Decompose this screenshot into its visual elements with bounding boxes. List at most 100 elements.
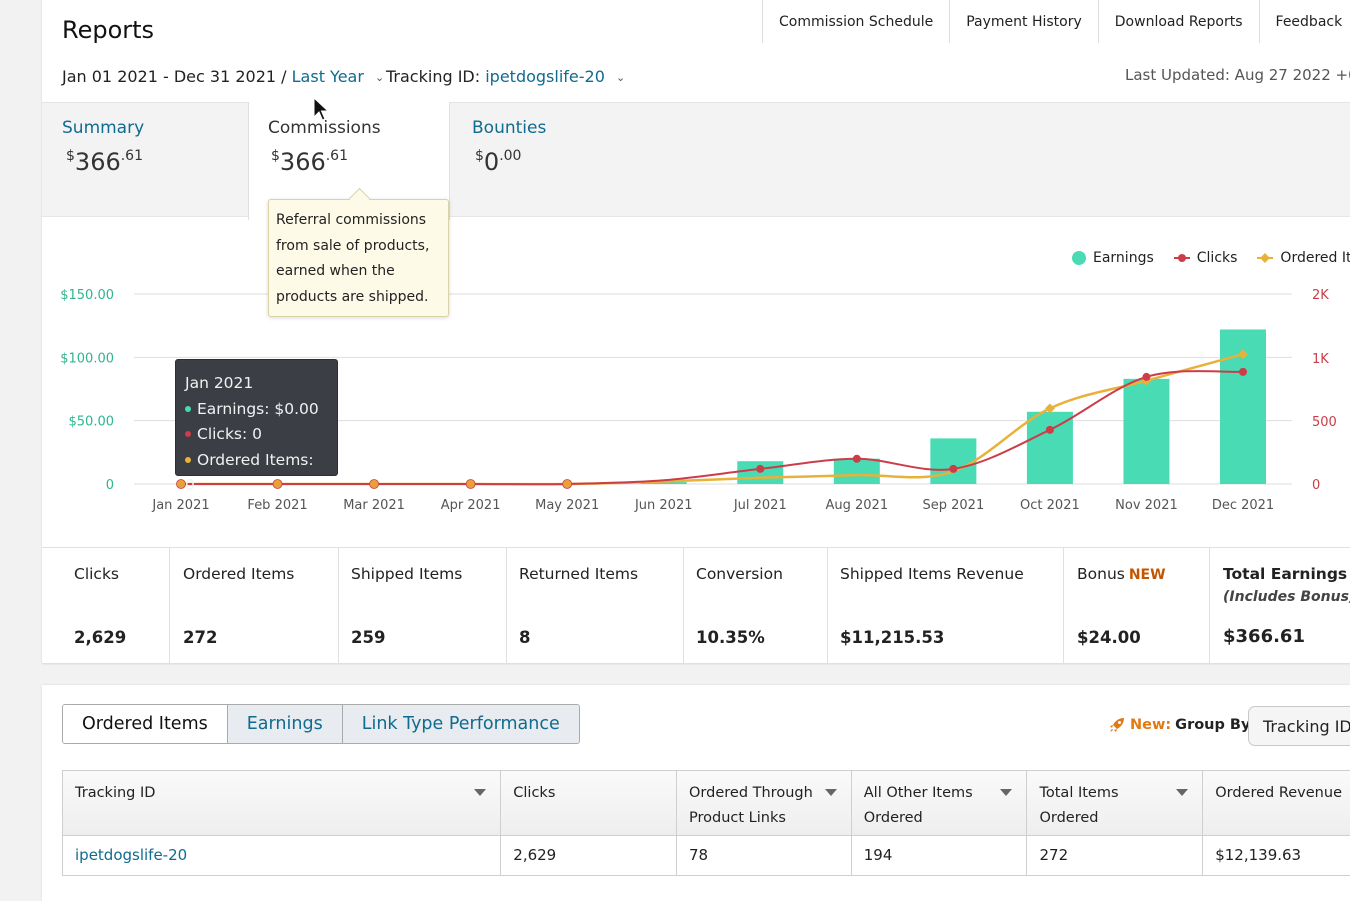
ordered-marker-icon <box>1257 253 1274 263</box>
zero-point <box>465 479 476 489</box>
metrics-row: Clicks 2,629 Ordered Items 272 Shipped I… <box>42 547 1350 664</box>
zero-point <box>562 479 573 489</box>
chart-tooltip-ordered: Ordered Items: 0 <box>185 450 314 494</box>
metric-value: 10.35% <box>696 628 765 647</box>
sort-dropdown-icon[interactable] <box>474 789 487 796</box>
mouse-cursor-icon <box>313 97 330 121</box>
zero-point <box>272 479 283 489</box>
tab-link-type-performance[interactable]: Link Type Performance <box>341 705 579 743</box>
metric-value: $366.61 <box>1223 626 1305 647</box>
sort-dropdown-icon[interactable] <box>1000 789 1013 796</box>
x-tick-label: Oct 2021 <box>1020 498 1080 513</box>
metric-bonus: Bonus NEW $24.00 <box>1064 548 1210 663</box>
commissions-info-tooltip: Referral commissions from sale of produc… <box>268 199 449 317</box>
cell-total-items: 272 <box>1027 836 1204 875</box>
x-tick-label: Apr 2021 <box>441 498 501 513</box>
cell-ordered-through-links: 78 <box>677 836 852 875</box>
sort-dropdown-icon[interactable] <box>1176 789 1189 796</box>
cell-ordered-revenue: $12,139.63 <box>1215 846 1302 864</box>
report-type-tabs: Ordered Items Earnings Link Type Perform… <box>62 704 580 744</box>
feedback-tab[interactable]: Feedback <box>1259 0 1350 43</box>
metric-value: 272 <box>183 628 218 647</box>
x-tick-label: Dec 2021 <box>1212 498 1274 513</box>
y-left-tick-label: $50.00 <box>69 415 115 430</box>
column-header-tracking-id[interactable]: Tracking ID <box>63 771 502 835</box>
cell-tracking-id[interactable]: ipetdogslife-20 <box>63 836 502 875</box>
metric-label: Clicks <box>74 565 120 583</box>
metric-shipped-items: Shipped Items 259 <box>339 548 507 663</box>
last-updated-text: Last Updated: Aug 27 2022 +0 <box>1125 66 1350 84</box>
earnings-bar <box>1123 378 1170 484</box>
date-preset-link[interactable]: Last Year <box>291 67 364 86</box>
new-badge: NEW <box>1128 567 1166 583</box>
page-title: Reports <box>62 16 155 44</box>
payment-history-tab[interactable]: Payment History <box>950 0 1099 43</box>
chevron-down-icon: ⌄ <box>375 71 385 84</box>
metric-label: Returned Items <box>519 565 639 583</box>
legend-earnings-label: Earnings <box>1093 250 1154 266</box>
tooltip-line: Referral commissions <box>276 212 427 228</box>
zero-point <box>176 479 186 489</box>
left-gutter <box>0 0 42 901</box>
table-row: ipetdogslife-20 2,629 78 194 272 $12,139… <box>62 836 1350 876</box>
tab-summary-label: Summary <box>62 118 145 138</box>
group-by-select[interactable]: Tracking ID <box>1248 706 1350 746</box>
tab-summary[interactable]: Summary $366.61 <box>42 102 248 220</box>
earnings-bar <box>640 482 687 484</box>
table-header-row: Tracking ID Clicks Ordered Through Produ… <box>62 770 1350 836</box>
tracking-id-value[interactable]: ipetdogslife-20 <box>485 67 605 86</box>
tooltip-line: earned when the <box>276 263 395 279</box>
earnings-bar <box>833 458 880 484</box>
zero-point <box>369 479 379 489</box>
tab-earnings[interactable]: Earnings <box>226 705 342 743</box>
tracking-id-label: Tracking ID: <box>386 67 481 86</box>
date-range-text: Jan 01 2021 - Dec 31 2021 / <box>62 67 287 86</box>
clicks-point <box>949 464 958 473</box>
y-left-tick-label: 0 <box>106 478 114 493</box>
metric-label: Shipped Items Revenue <box>840 565 1024 583</box>
x-tick-label: Aug 2021 <box>826 498 889 513</box>
tracking-id-selector[interactable]: Tracking ID: ipetdogslife-20 ⌄ <box>386 67 625 86</box>
clicks-point <box>1045 425 1054 434</box>
tab-ordered-items[interactable]: Ordered Items <box>63 705 227 743</box>
y-right-tick-label: 0 <box>1312 478 1320 493</box>
download-reports-tab[interactable]: Download Reports <box>1098 0 1260 43</box>
legend-clicks[interactable]: Clicks <box>1173 250 1237 266</box>
column-header-all-other-items[interactable]: All Other Items Ordered <box>852 771 1028 835</box>
x-tick-label: Jun 2021 <box>634 498 693 513</box>
group-by-label: New: Group By: <box>1108 716 1256 734</box>
clicks-point <box>1142 372 1151 381</box>
metric-total-earnings: Total Earnings (Includes Bonus) $366.61 <box>1210 548 1350 663</box>
y-right-tick-label: 2K <box>1312 288 1329 303</box>
tooltip-line: products are shipped. <box>276 288 429 305</box>
ordered-items-point <box>1238 349 1248 360</box>
commission-schedule-tab[interactable]: Commission Schedule <box>763 0 951 43</box>
legend-ordered-label: Ordered It <box>1280 250 1350 266</box>
tab-bounties-label: Bounties <box>472 118 547 138</box>
rocket-icon <box>1110 718 1124 732</box>
chevron-down-icon: ⌄ <box>615 71 626 84</box>
sort-dropdown-icon[interactable] <box>824 789 837 796</box>
metric-label: Shipped Items <box>351 565 463 583</box>
metric-sublabel: (Includes Bonus) <box>1223 589 1350 605</box>
metric-conversion: Conversion 10.35% <box>684 548 828 663</box>
x-tick-label: Feb 2021 <box>247 498 307 513</box>
chart-hover-tooltip: Jan 2021 Earnings: $0.00 Clicks: 0 Order… <box>175 359 338 494</box>
tab-bounties[interactable]: Bounties $0.00 <box>451 102 651 220</box>
metric-value: 259 <box>351 628 386 647</box>
clicks-marker-icon <box>1173 254 1190 262</box>
group-by-text: Group By: <box>1175 717 1257 733</box>
ordered-items-table: Tracking ID Clicks Ordered Through Produ… <box>62 770 1350 876</box>
legend-ordered[interactable]: Ordered It <box>1257 250 1350 266</box>
column-header-total-items-ordered[interactable]: Total Items Ordered <box>1027 771 1204 835</box>
y-left-tick-label: $100.00 <box>60 351 114 366</box>
tab-commissions-label: Commissions <box>268 118 381 138</box>
metric-value: $11,215.53 <box>840 628 945 647</box>
legend-earnings[interactable]: Earnings <box>1072 250 1154 266</box>
cell-all-other-items: 194 <box>852 836 1028 875</box>
column-header-clicks[interactable]: Clicks <box>501 771 678 835</box>
column-header-ordered-revenue[interactable]: Ordered Revenue <box>1215 785 1342 801</box>
column-header-ordered-through-links[interactable]: Ordered Through Product Links <box>677 771 852 835</box>
commissions-amount: $366.61 <box>271 148 348 176</box>
date-range-selector[interactable]: Jan 01 2021 - Dec 31 2021 / Last Year ⌄ <box>62 67 384 86</box>
